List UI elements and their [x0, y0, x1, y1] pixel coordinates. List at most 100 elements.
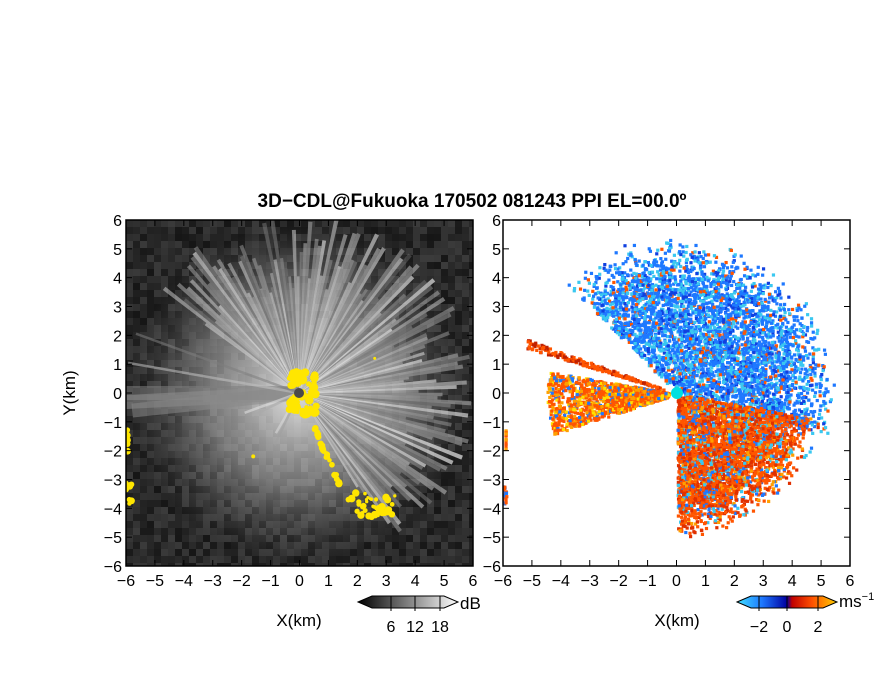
velocity-pixel: [669, 377, 673, 381]
beam-ray: [299, 263, 420, 393]
velocity-pixel: [635, 297, 639, 301]
noise-cell: [140, 241, 147, 248]
noise-cell: [252, 227, 259, 234]
velocity-pixel: [750, 372, 754, 376]
noise-cell: [182, 549, 189, 556]
velocity-pixel: [770, 352, 774, 356]
noise-cell: [448, 465, 455, 472]
noise-cell: [406, 549, 413, 556]
velocity-pixel: [771, 319, 775, 323]
velocity-pixel: [670, 259, 674, 263]
velocity-pixel: [617, 287, 621, 292]
noise-cell: [168, 521, 175, 528]
noise-cell: [371, 563, 378, 566]
velocity-pixel: [616, 267, 620, 271]
velocity-pixel: [677, 338, 681, 342]
velocity-pixel: [741, 295, 745, 299]
noise-cell: [133, 269, 140, 276]
velocity-pixel: [758, 283, 762, 287]
noise-cell: [350, 227, 357, 234]
noise-cell: [441, 514, 448, 521]
noise-cell: [231, 234, 238, 241]
noise-cell: [154, 290, 161, 297]
noise-cell: [448, 255, 455, 262]
velocity-pixel: [652, 299, 656, 303]
velocity-pixel: [672, 260, 676, 264]
noise-cell: [161, 500, 168, 507]
velocity-pixel: [767, 341, 771, 345]
noise-cell: [455, 465, 462, 472]
noise-cell: [378, 234, 385, 241]
velocity-pixel: [714, 319, 718, 323]
velocity-pixel: [790, 307, 795, 312]
noise-cell: [161, 276, 168, 283]
strong-echo: [296, 405, 302, 410]
noise-cell: [399, 227, 406, 234]
velocity-pixel: [720, 343, 725, 347]
noise-cell: [462, 521, 469, 528]
noise-cell: [133, 290, 140, 297]
noise-cell: [413, 241, 420, 248]
velocity-pixel: [612, 307, 616, 312]
velocity-pixel: [704, 313, 709, 317]
velocity-pixel: [733, 378, 737, 382]
velocity-pixel: [696, 288, 700, 292]
noise-cell: [126, 255, 133, 262]
velocity-pixel: [730, 324, 734, 328]
strong-echo: [369, 497, 374, 501]
velocity-pixel: [664, 270, 669, 275]
noise-cell: [455, 276, 462, 283]
noise-cell: [406, 528, 413, 535]
velocity-pixel: [664, 257, 668, 261]
velocity-pixel: [726, 308, 730, 312]
velocity-pixel: [726, 394, 730, 398]
velocity-pixel: [651, 295, 656, 299]
noise-cell: [462, 304, 469, 311]
noise-cell: [133, 339, 140, 346]
noise-cell: [140, 535, 147, 542]
noise-cell: [189, 563, 196, 566]
velocity-pixel: [708, 309, 712, 313]
noise-cell: [448, 507, 455, 514]
noise-cell: [133, 318, 140, 325]
beam-ray: [288, 276, 299, 393]
velocity-pixel: [668, 246, 672, 251]
velocity-pixel: [805, 407, 809, 411]
velocity-pixel: [694, 385, 698, 389]
velocity-pixel: [709, 360, 714, 364]
beam-ray: [204, 322, 299, 393]
noise-cell: [126, 514, 133, 521]
velocity-pixel: [630, 273, 634, 277]
velocity-pixel: [742, 346, 747, 351]
noise-cell: [329, 220, 336, 227]
noise-cell: [469, 409, 473, 416]
velocity-pixel: [809, 428, 813, 432]
velocity-pixel: [742, 274, 747, 278]
noise-cell: [448, 472, 455, 479]
velocity-pixel: [780, 335, 784, 339]
strong-echo: [329, 461, 335, 468]
noise-cell: [448, 220, 455, 227]
noise-cell: [154, 528, 161, 535]
strong-echo: [383, 496, 392, 504]
velocity-pixel: [691, 348, 695, 352]
noise-cell: [147, 276, 154, 283]
noise-cell: [133, 465, 140, 472]
noise-cell: [133, 507, 140, 514]
noise-cell: [455, 542, 462, 549]
velocity-pixel: [651, 322, 655, 326]
velocity-pixel: [793, 401, 797, 405]
noise-cell: [287, 220, 294, 227]
velocity-pixel: [804, 353, 809, 358]
noise-cell: [161, 556, 168, 563]
noise-cell: [182, 521, 189, 528]
velocity-pixel: [688, 334, 692, 338]
noise-cell: [462, 332, 469, 339]
beam-ray: [218, 267, 299, 393]
strong-echo: [320, 448, 327, 454]
noise-cell: [469, 521, 473, 528]
noise-cell: [140, 311, 147, 318]
